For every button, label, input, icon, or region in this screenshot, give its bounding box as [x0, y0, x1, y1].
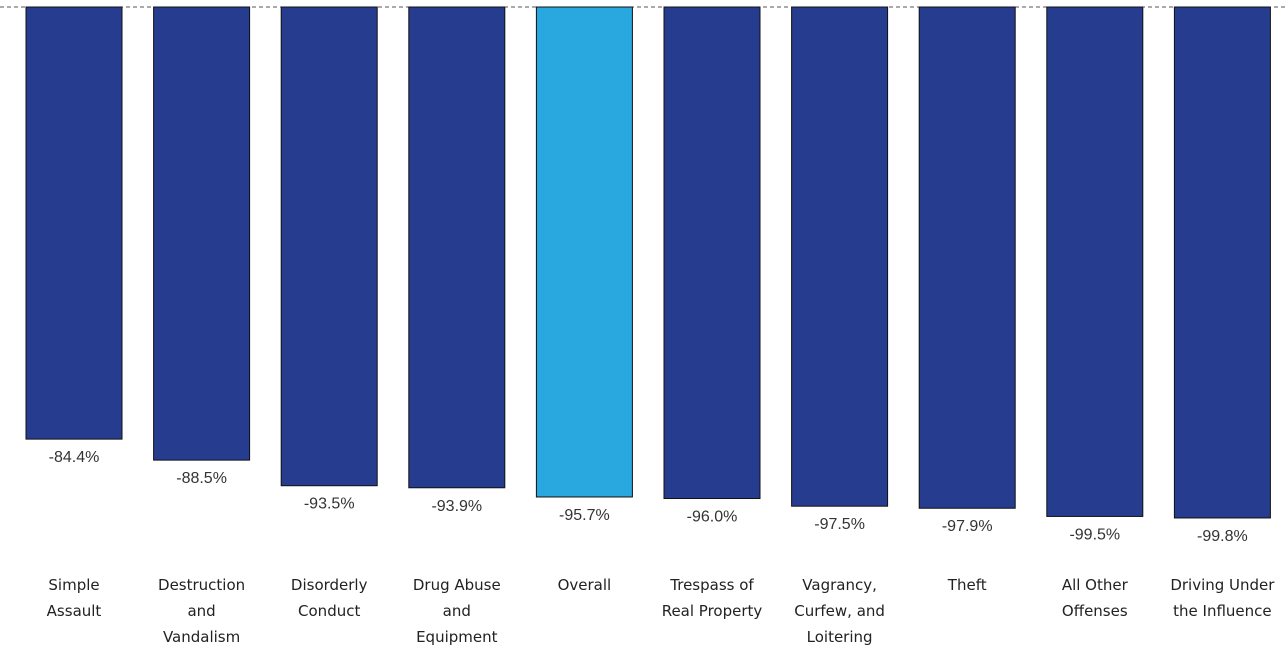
category-label-simple-assault: Simple Assault [47, 576, 102, 620]
category-label-line: Disorderly [291, 576, 368, 594]
category-label-all-other-offenses: All Other Offenses [1062, 576, 1129, 620]
category-label-line: Loitering [807, 628, 873, 646]
category-label-line: the Influence [1173, 602, 1271, 620]
category-label-overall: Overall [558, 576, 612, 594]
bars-group [25, 6, 1271, 519]
category-label-line: Simple [48, 576, 99, 594]
category-label-disorderly-conduct: Disorderly Conduct [291, 576, 368, 620]
value-label-destruction-and-vandalism: -88.5% [176, 470, 227, 487]
category-label-line: Trespass of [669, 576, 754, 594]
category-label-line: Theft [947, 576, 987, 594]
value-label-vagrancy-curfew-and-loitering: -97.5% [814, 516, 865, 533]
bar-trespass-of-real-property [663, 6, 761, 500]
category-label-line: Assault [47, 602, 102, 620]
category-label-line: and [187, 602, 215, 620]
category-label-line: Offenses [1062, 602, 1128, 620]
value-label-simple-assault: -84.4% [49, 449, 100, 466]
category-label-line: Driving Under [1170, 576, 1275, 594]
category-label-line: Conduct [298, 602, 360, 620]
category-label-line: Drug Abuse [413, 576, 501, 594]
category-label-line: Overall [558, 576, 612, 594]
category-label-theft: Theft [947, 576, 987, 594]
category-label-line: Vandalism [163, 628, 240, 646]
category-label-trespass-of-real-property: Trespass of Real Property [662, 576, 763, 620]
value-label-disorderly-conduct: -93.5% [304, 496, 355, 513]
bar-driving-under-the-influence [1173, 6, 1271, 519]
category-label-line: Destruction [158, 576, 245, 594]
value-label-driving-under-the-influence: -99.8% [1197, 528, 1248, 545]
category-label-driving-under-the-influence: Driving Under the Influence [1170, 576, 1275, 620]
category-label-line: All Other [1062, 576, 1129, 594]
value-label-drug-abuse-and-equipment: -93.9% [431, 498, 482, 515]
bar-destruction-and-vandalism [153, 6, 251, 461]
value-label-trespass-of-real-property: -96.0% [687, 509, 738, 526]
category-label-line: and [443, 602, 471, 620]
category-label-drug-abuse-and-equipment: Drug Abuse and Equipment [413, 576, 501, 646]
category-labels-group: Simple Assault Destruction and Vandalism Diso… [47, 576, 1276, 646]
category-label-line: Real Property [662, 602, 763, 620]
category-label-destruction-and-vandalism: Destruction and Vandalism [158, 576, 245, 646]
category-label-line: Equipment [416, 628, 498, 646]
value-label-all-other-offenses: -99.5% [1069, 526, 1120, 543]
bar-all-other-offenses [1046, 6, 1144, 517]
value-labels-group: -84.4% -88.5% -93.5% -93.9% -95.7% -96.0% -97.… [49, 449, 1248, 545]
bar-disorderly-conduct [280, 6, 378, 487]
bar-drug-abuse-and-equipment [408, 6, 506, 489]
bar-vagrancy-curfew-and-loitering [791, 6, 889, 507]
category-label-line: Curfew, and [794, 602, 885, 620]
bar-overall [535, 6, 633, 498]
category-label-line: Vagrancy, [802, 576, 877, 594]
value-label-overall: -95.7% [559, 507, 610, 524]
bar-simple-assault [25, 6, 123, 440]
category-label-vagrancy-curfew-and-loitering: Vagrancy, Curfew, and Loitering [794, 576, 885, 646]
bar-theft [918, 6, 1016, 509]
value-label-theft: -97.9% [942, 518, 993, 535]
